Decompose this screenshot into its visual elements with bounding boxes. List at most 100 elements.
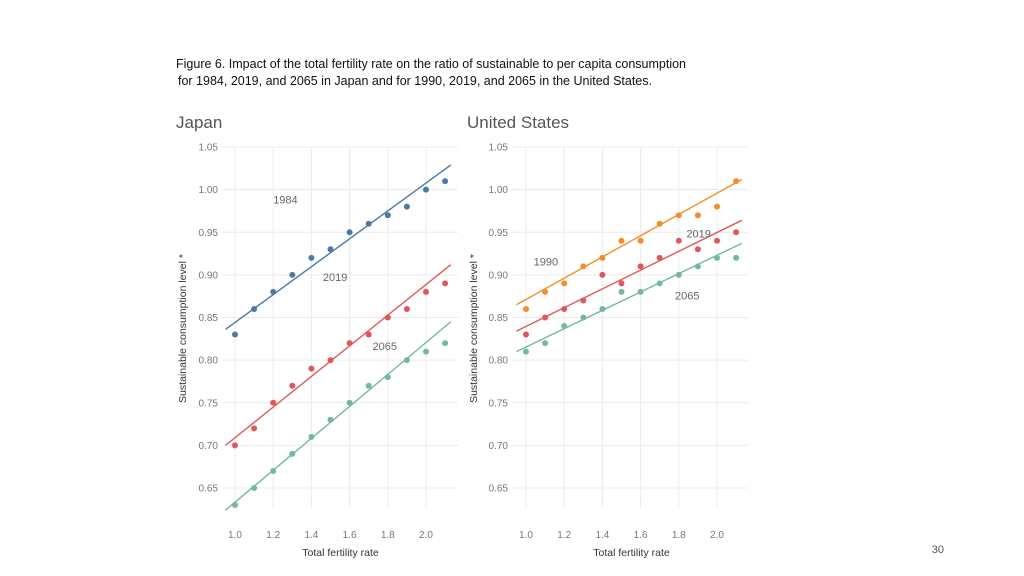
x-tick-label: 1.4: [595, 530, 609, 541]
data-point-2065: [694, 263, 701, 270]
data-point-2019: [694, 246, 701, 253]
x-tick-label: 1.4: [304, 530, 318, 541]
caption-line-2: for 1984, 2019, and 2065 in Japan and fo…: [178, 74, 652, 88]
data-point-2065: [232, 502, 238, 509]
data-point-2065: [561, 323, 568, 330]
y-tick-label: 0.65: [489, 484, 509, 495]
data-point-2065: [675, 271, 682, 278]
y-tick-label: 1.00: [489, 185, 509, 196]
figure-caption: Figure 6. Impact of the total fertility …: [176, 56, 816, 90]
x-tick-label: 1.0: [519, 530, 533, 541]
trend-line-2065: [516, 242, 743, 353]
data-point-2065: [523, 348, 529, 355]
data-point-1990: [580, 263, 587, 270]
data-point-2019: [365, 331, 372, 338]
trend-line-1984: [225, 164, 452, 331]
data-point-1990: [599, 254, 606, 261]
data-point-1984: [365, 220, 372, 227]
page-number: 30: [931, 544, 944, 556]
x-tick-label: 2.0: [710, 530, 724, 541]
series-2065: 2065: [516, 242, 743, 355]
data-point-2019: [523, 331, 529, 338]
series-label-2019: 2019: [323, 272, 347, 284]
y-tick-label: 1.05: [489, 143, 509, 154]
data-point-1984: [289, 271, 296, 278]
data-point-2065: [270, 467, 277, 474]
data-point-1984: [251, 305, 258, 312]
data-point-1990: [637, 237, 644, 244]
y-tick-label: 0.75: [489, 398, 509, 409]
data-point-2019: [308, 365, 315, 372]
data-point-1984: [346, 229, 353, 236]
data-point-2019: [346, 340, 353, 347]
y-axis-title: Sustainable consumption level *: [468, 254, 480, 403]
data-point-2019: [580, 297, 587, 304]
data-point-1984: [384, 212, 391, 219]
data-point-2019: [675, 237, 682, 244]
y-tick-label: 0.65: [199, 484, 219, 495]
y-tick-label: 0.85: [489, 313, 509, 324]
y-tick-label: 0.75: [199, 398, 219, 409]
y-tick-label: 1.05: [199, 143, 219, 154]
y-tick-label: 1.00: [199, 185, 219, 196]
data-point-2019: [289, 382, 296, 389]
x-tick-label: 1.2: [557, 530, 571, 541]
united-states-chart: United States 1.05 1.00 0.95 0.90 0.85 0.80 0.7…: [467, 113, 748, 559]
x-tick-label: 1.8: [381, 530, 395, 541]
data-point-2019: [561, 305, 568, 312]
data-point-2065: [637, 288, 644, 295]
data-point-2019: [637, 263, 644, 270]
data-point-2019: [384, 314, 391, 321]
data-point-2019: [251, 425, 258, 432]
y-tick-label: 0.80: [199, 356, 219, 367]
data-point-2019: [618, 280, 625, 287]
x-axis-title: Total fertility rate: [302, 547, 379, 559]
data-point-1984: [308, 254, 315, 261]
data-point-2065: [599, 305, 606, 312]
japan-chart: Japan 1.05 1.00 0.95 0.90 0.85 0.80 0.75 0.70 0.6…: [176, 113, 458, 559]
x-tick-label: 1.6: [634, 530, 648, 541]
y-tick-label: 0.85: [199, 313, 219, 324]
series-label-1990: 1990: [534, 256, 558, 268]
data-point-1984: [327, 246, 334, 253]
series-label-2065: 2065: [373, 341, 397, 353]
data-point-2019: [656, 254, 663, 261]
data-point-1984: [232, 331, 238, 338]
data-point-2065: [346, 399, 353, 406]
data-point-2065: [714, 254, 720, 261]
data-point-2065: [656, 280, 663, 287]
data-point-2019: [270, 399, 277, 406]
trend-line-2019: [516, 219, 743, 332]
data-point-1990: [618, 237, 625, 244]
data-point-2065: [308, 433, 315, 440]
data-point-1990: [675, 212, 682, 219]
data-point-1990: [561, 280, 568, 287]
data-point-2065: [733, 254, 740, 261]
series-label-2019: 2019: [686, 228, 710, 240]
y-tick-label: 0.80: [489, 356, 509, 367]
data-point-2065: [618, 288, 625, 295]
data-point-1990: [656, 220, 663, 227]
series-1984: 1984: [225, 164, 452, 338]
x-tick-label: 1.8: [672, 530, 686, 541]
x-tick-label: 1.2: [266, 530, 280, 541]
data-point-2065: [384, 374, 391, 381]
y-tick-label: 0.90: [489, 270, 509, 281]
data-point-1990: [714, 203, 720, 210]
data-point-2065: [365, 382, 372, 389]
x-tick-label: 2.0: [419, 530, 433, 541]
data-point-2019: [733, 229, 740, 236]
data-point-2019: [714, 237, 720, 244]
series-2019: 2019: [225, 264, 452, 449]
y-tick-label: 0.90: [199, 270, 219, 281]
data-point-1984: [403, 203, 410, 210]
data-point-2019: [442, 280, 449, 287]
data-point-2065: [442, 340, 449, 347]
data-point-2065: [423, 348, 429, 355]
data-point-1984: [423, 186, 429, 193]
trend-line-1990: [516, 178, 743, 306]
data-point-2019: [423, 288, 429, 295]
data-point-2019: [599, 271, 606, 278]
data-point-2065: [327, 416, 334, 423]
data-point-2019: [542, 314, 549, 321]
